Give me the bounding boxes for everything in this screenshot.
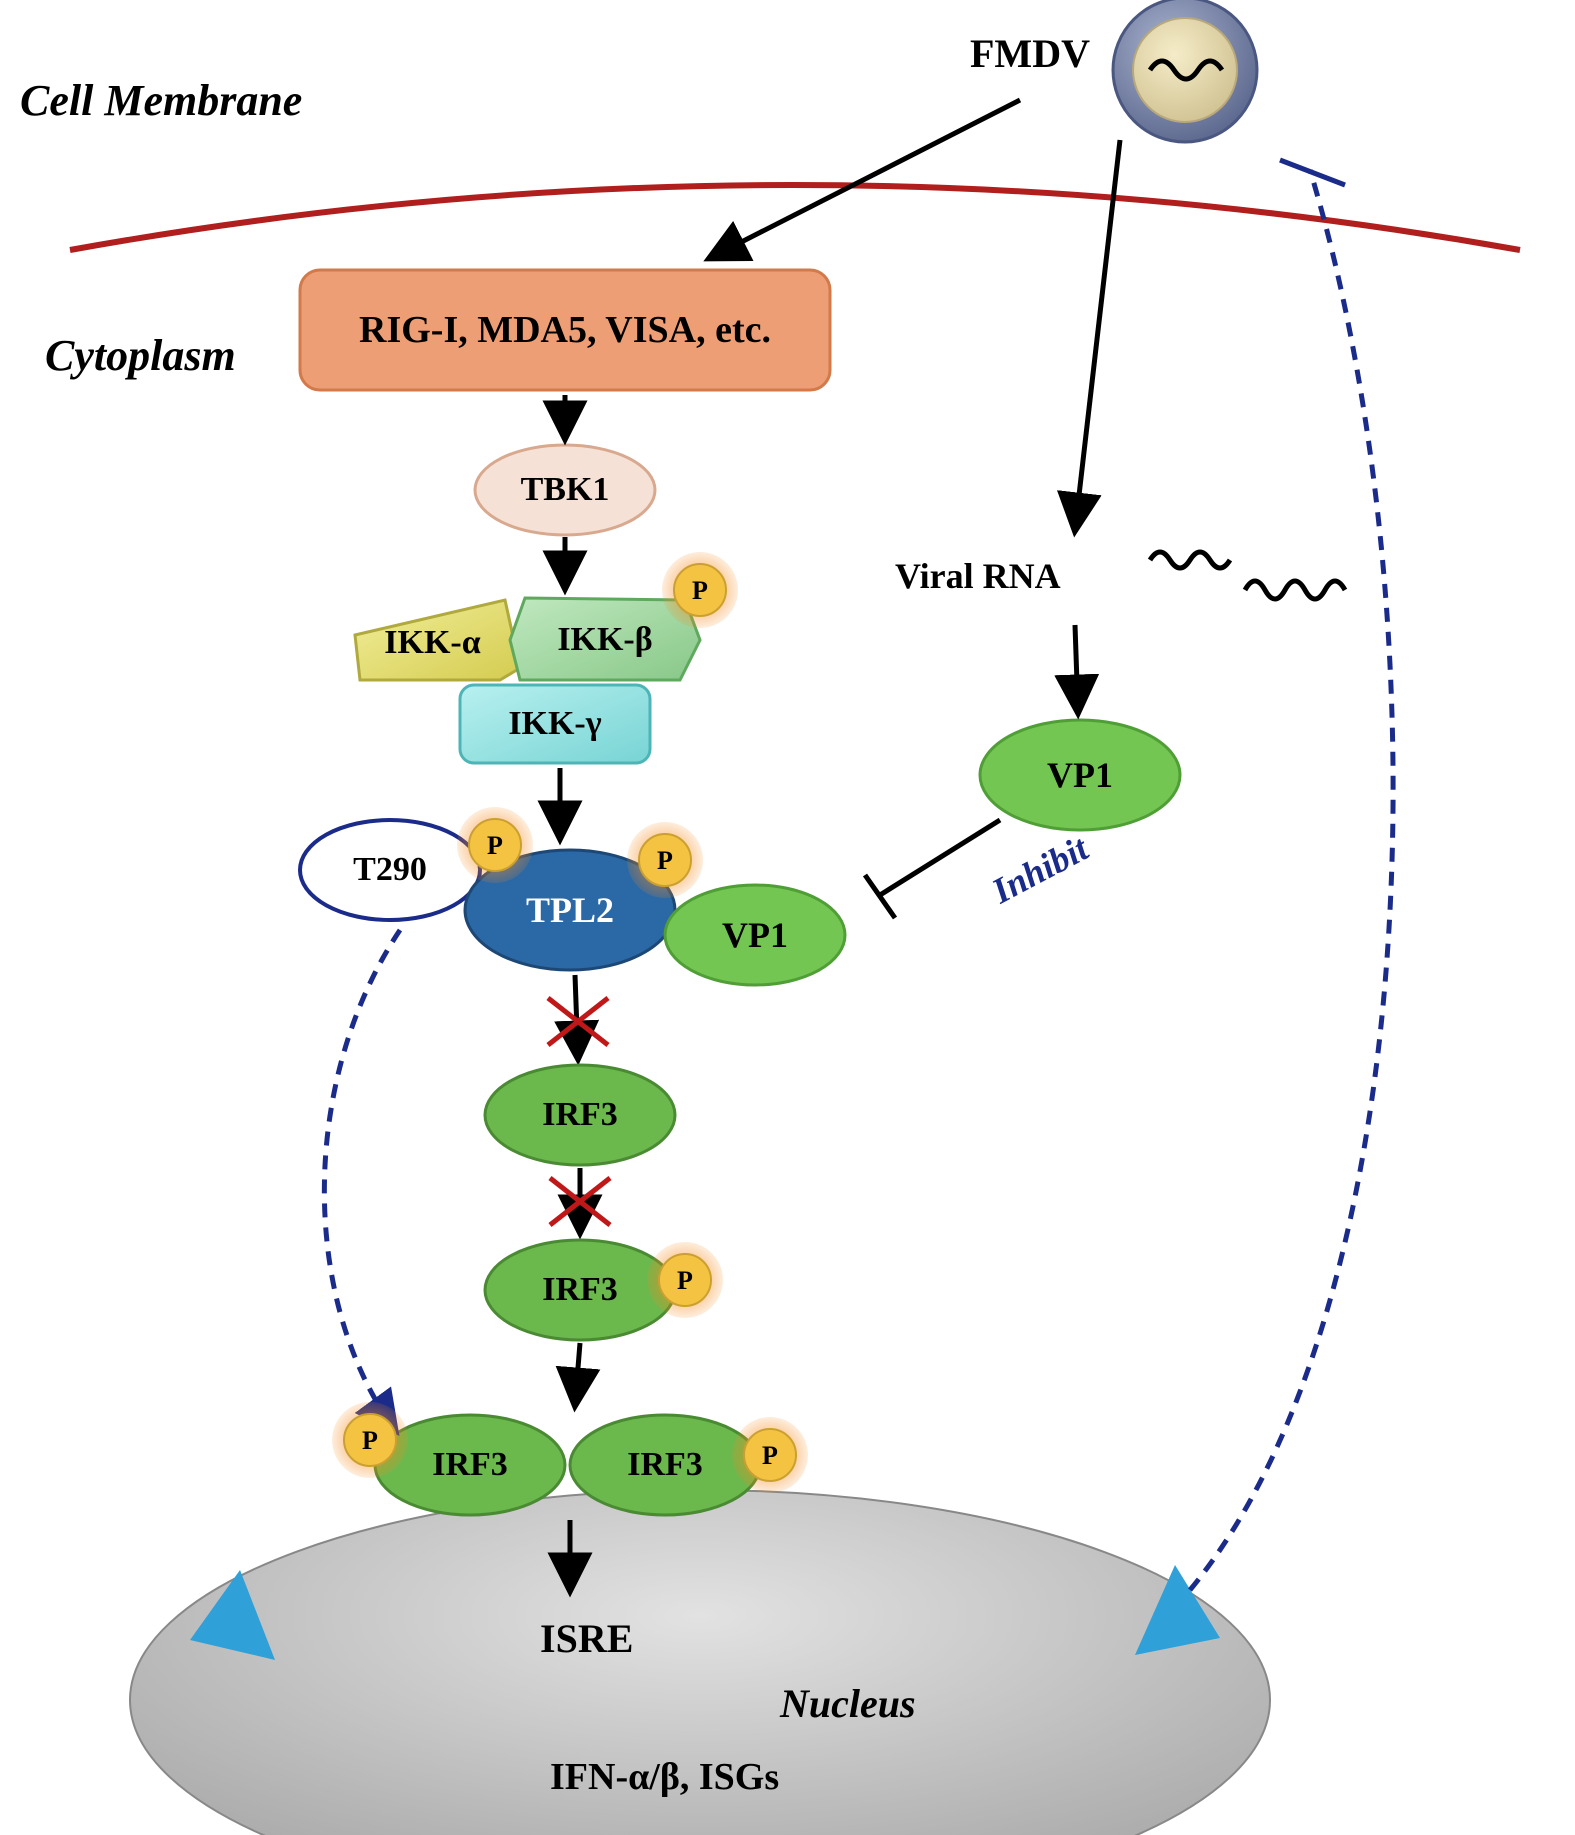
irf3-a-text: IRF3 <box>485 1088 675 1142</box>
svg-text:P: P <box>692 576 708 605</box>
dashed-arrow-tpl2-to-dimer <box>324 930 400 1430</box>
cell-membrane-label: Cell Membrane <box>20 75 302 126</box>
irf3-c-text: IRF3 <box>375 1438 565 1492</box>
svg-text:P: P <box>677 1266 693 1295</box>
fmdv-label: FMDV <box>970 30 1090 77</box>
inhibit-tbar <box>865 820 1000 918</box>
viral-rna-icon <box>1150 552 1345 599</box>
nuclear-pore-right <box>1135 1565 1220 1655</box>
ifn-isgs-label: IFN-α/β, ISGs <box>550 1755 779 1799</box>
dashed-feedback-tbar <box>1280 160 1345 185</box>
rig-text: RIG-I, MDA5, VISA, etc. <box>300 270 830 390</box>
t290-text: T290 <box>300 842 480 898</box>
svg-text:P: P <box>657 846 673 875</box>
viral-rna-label: Viral RNA <box>895 555 1061 597</box>
isre-label: ISRE <box>540 1615 633 1662</box>
svg-text:P: P <box>487 831 503 860</box>
cross-2 <box>550 1178 610 1225</box>
vp1-free-text: VP1 <box>980 745 1180 805</box>
ikka-text: IKK-α <box>350 608 515 678</box>
tpl2-text: TPL2 <box>465 878 675 942</box>
arrow-fmdv-to-rig <box>710 100 1020 258</box>
cross-1 <box>548 998 608 1045</box>
arrow-rna-to-vp1 <box>1075 625 1078 712</box>
arrow-fmdv-to-rna <box>1075 140 1120 530</box>
irf3-d-text: IRF3 <box>570 1438 760 1492</box>
vp1-bound-text: VP1 <box>665 908 845 962</box>
nuclear-pore-left <box>190 1570 275 1660</box>
arrow-tpl2-to-irf3a <box>575 975 578 1058</box>
svg-text:P: P <box>762 1441 778 1470</box>
cytoplasm-label: Cytoplasm <box>45 330 236 381</box>
cell-membrane-arc <box>70 185 1520 250</box>
inhibit-label: Inhibit <box>985 827 1095 912</box>
ikkg-text: IKK-γ <box>460 685 650 763</box>
tbk1-text: TBK1 <box>475 462 655 518</box>
dashed-feedback-arrow <box>1190 170 1393 1590</box>
irf3-b-text: IRF3 <box>485 1263 675 1317</box>
nucleus-label: Nucleus <box>780 1680 916 1727</box>
arrow-irf3b-to-dimer <box>575 1343 580 1405</box>
ikkb-text: IKK-β <box>520 604 690 676</box>
virus-icon <box>1113 0 1257 142</box>
